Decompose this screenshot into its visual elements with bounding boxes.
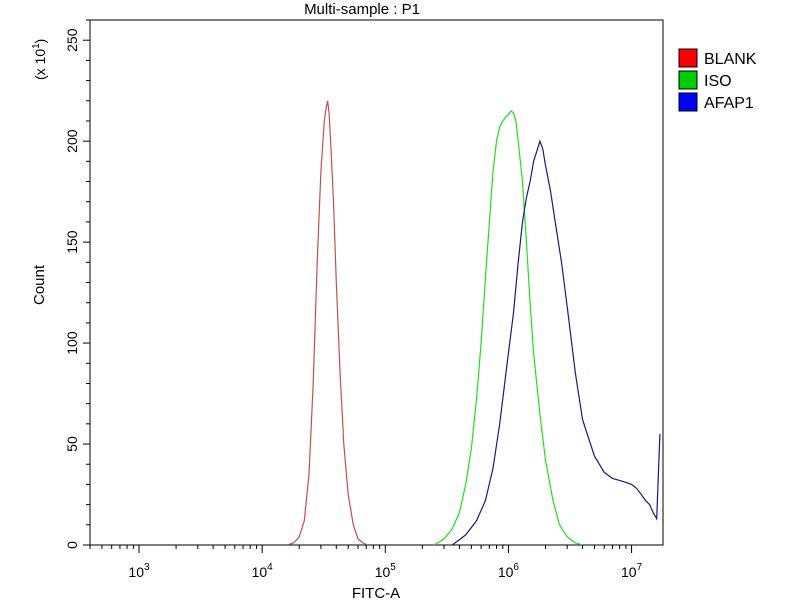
legend-label-iso: ISO bbox=[704, 73, 732, 90]
x-tick-base: 10 bbox=[498, 564, 514, 580]
legend: BLANK ISO AFAP1 bbox=[678, 48, 757, 112]
y-tick-label: 250 bbox=[64, 28, 80, 52]
series-blank-line bbox=[287, 100, 368, 545]
series-layer bbox=[287, 100, 661, 545]
legend-swatch-iso bbox=[678, 70, 698, 90]
chart-title: Multi-sample : P1 bbox=[304, 1, 420, 18]
series-iso-line bbox=[433, 110, 583, 545]
legend-swatch-afap1 bbox=[678, 92, 698, 112]
x-tick-label: 106 bbox=[498, 562, 520, 580]
x-axis: 103 104 105 106 107 bbox=[89, 545, 643, 580]
plot-border bbox=[89, 19, 664, 546]
x-tick-label: 104 bbox=[252, 562, 274, 580]
x-tick-exponent: 4 bbox=[267, 562, 273, 573]
x-tick-exponent: 6 bbox=[513, 562, 519, 573]
y-tick-label: 150 bbox=[64, 230, 80, 254]
legend-swatch-blank bbox=[678, 48, 698, 68]
x-axis-title: FITC-A bbox=[352, 585, 400, 600]
y-tick-label: 0 bbox=[64, 541, 80, 549]
y-multiplier-label: (x 101) bbox=[31, 39, 48, 80]
plot-frame bbox=[89, 19, 664, 546]
x-tick-exponent: 3 bbox=[144, 562, 150, 573]
x-tick-base: 10 bbox=[128, 564, 144, 580]
x-tick-label: 103 bbox=[128, 562, 150, 580]
x-tick-exponent: 7 bbox=[637, 562, 643, 573]
x-tick-base: 10 bbox=[621, 564, 637, 580]
y-tick-label: 50 bbox=[64, 436, 80, 452]
x-tick-base: 10 bbox=[375, 564, 391, 580]
y-axis: 0 50 100 150 200 250 bbox=[64, 19, 90, 549]
y-tick-label: 200 bbox=[64, 129, 80, 153]
y-multiplier-exponent: 1 bbox=[31, 43, 42, 49]
x-tick-label: 105 bbox=[375, 562, 397, 580]
x-tick-exponent: 5 bbox=[390, 562, 396, 573]
y-tick-label: 100 bbox=[64, 331, 80, 355]
legend-label-blank: BLANK bbox=[704, 51, 757, 68]
series-afap1-line bbox=[451, 139, 661, 545]
legend-label-afap1: AFAP1 bbox=[704, 95, 754, 112]
x-tick-label: 107 bbox=[621, 562, 643, 580]
y-axis-title: Count bbox=[31, 264, 48, 305]
y-multiplier-prefix: (x 10 bbox=[32, 49, 48, 80]
x-tick-base: 10 bbox=[252, 564, 268, 580]
